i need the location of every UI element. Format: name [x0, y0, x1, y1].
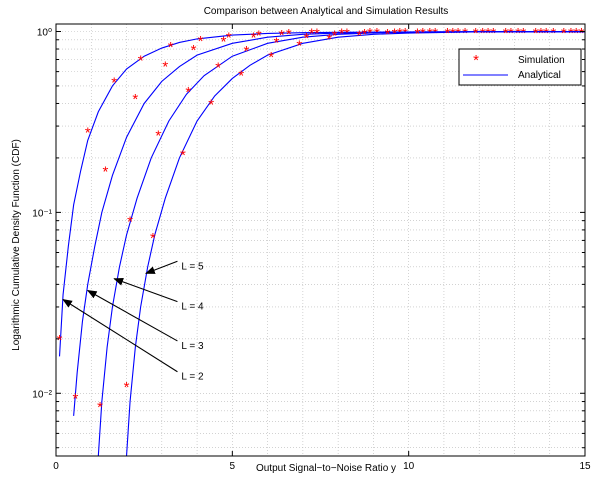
- legend: * Simulation Analytical: [458, 48, 582, 86]
- legend-simulation-label: Simulation: [518, 55, 565, 66]
- analytical-line-L3: [73, 31, 585, 416]
- simulation-point-L2: *: [256, 27, 262, 44]
- axis-ticks: 0 5 10 15 10⁻² 10⁻¹ 10⁰: [32, 24, 591, 472]
- y-tick-label: 10⁻¹: [32, 208, 52, 219]
- simulation-point-L5: *: [180, 147, 186, 164]
- simulation-point-L5: *: [503, 25, 509, 42]
- simulation-point-L2: *: [198, 33, 204, 50]
- simulation-point-L5: *: [561, 25, 567, 42]
- label-L3: L = 3: [181, 341, 204, 352]
- legend-box: [458, 48, 582, 86]
- series-layer: ***** * * * * * * * * * * * * * ****** * * * * * * * * * * * * ****…: [57, 25, 585, 456]
- simulation-point-L5: *: [150, 230, 156, 247]
- simulation-point-L3: *: [72, 390, 78, 407]
- x-tick-label: 0: [53, 461, 59, 472]
- simulation-point-L4: *: [155, 127, 161, 144]
- simulation-point-L3: *: [543, 25, 549, 42]
- y-tick-label: 10⁰: [37, 27, 52, 38]
- simulation-point-L4: *: [127, 214, 133, 231]
- simulation-point-L3: *: [132, 91, 138, 108]
- simulation-point-L5: *: [533, 25, 539, 42]
- simulation-point-L2: *: [490, 25, 496, 42]
- annotations: L = 2 L = 3 L = 4 L = 5: [62, 260, 204, 383]
- legend-simulation-marker: *: [473, 52, 479, 69]
- x-axis-label: Output Signal−to−Noise Ratio y: [256, 463, 396, 474]
- simulation-point-L5: *: [238, 67, 244, 84]
- y-tick-label: 10⁻²: [32, 389, 52, 400]
- simulation-point-L3: *: [279, 27, 285, 44]
- simulation-point-L2: *: [111, 74, 117, 91]
- simulation-point-L5: *: [356, 28, 362, 45]
- arrow-L5: [145, 260, 178, 274]
- simulation-point-L4: *: [538, 25, 544, 42]
- simulation-point-L2: *: [226, 29, 232, 46]
- simulation-point-L2: *: [579, 25, 585, 42]
- simulation-point-L5: *: [296, 37, 302, 54]
- simulation-point-L5: *: [268, 49, 274, 66]
- simulation-point-L4: *: [568, 25, 574, 42]
- simulation-point-L3: *: [427, 25, 433, 42]
- simulation-point-L3: *: [485, 25, 491, 42]
- y-axis-label: Logarithmic Cumulative Density Function …: [11, 139, 22, 351]
- simulation-point-L4: *: [215, 60, 221, 77]
- simulation-point-L3: *: [573, 25, 579, 42]
- analytical-line-L4: [97, 31, 585, 456]
- x-tick-label: 15: [579, 461, 591, 472]
- simulation-point-L4: *: [303, 30, 309, 47]
- label-L2: L = 2: [181, 372, 204, 383]
- label-L4: L = 4: [181, 302, 204, 313]
- simulation-point-L3: *: [162, 58, 168, 75]
- simulation-point-L3: *: [309, 26, 315, 43]
- simulation-point-L4: *: [273, 35, 279, 52]
- arrow-L2: [62, 298, 178, 373]
- simulation-point-L2: *: [520, 25, 526, 42]
- simulation-point-L2: *: [550, 25, 556, 42]
- arrow-L4: [113, 278, 178, 303]
- simulation-point-L4: *: [185, 84, 191, 101]
- arrow-L3: [86, 290, 178, 342]
- simulation-point-L4: *: [480, 25, 486, 42]
- simulation-point-L3: *: [221, 34, 227, 51]
- simulation-point-L3: *: [191, 42, 197, 59]
- simulation-point-L5: *: [124, 379, 130, 396]
- simulation-point-L2: *: [432, 25, 438, 42]
- simulation-point-L5: *: [326, 31, 332, 48]
- simulation-point-L4: *: [97, 399, 103, 416]
- x-tick-label: 5: [230, 461, 236, 472]
- simulation-point-L2: *: [462, 25, 468, 42]
- simulation-point-L2: *: [168, 39, 174, 56]
- analytical-line-L2: [58, 31, 585, 357]
- simulation-point-L5: *: [415, 25, 421, 42]
- analytical-line-L5: [125, 31, 585, 456]
- label-L5: L = 5: [181, 261, 204, 272]
- chart-title: Comparison between Analytical and Simula…: [204, 6, 449, 17]
- simulation-point-L3: *: [515, 25, 521, 42]
- legend-analytical-label: Analytical: [518, 70, 561, 81]
- simulation-point-L4: *: [450, 25, 456, 42]
- simulation-point-L2: *: [286, 26, 292, 43]
- simulation-point-L5: *: [208, 96, 214, 113]
- simulation-point-L3: *: [102, 164, 108, 181]
- plot-area: [56, 24, 585, 456]
- simulation-point-L5: *: [445, 25, 451, 42]
- simulation-point-L2: *: [138, 53, 144, 70]
- simulation-point-L4: *: [332, 27, 338, 44]
- simulation-point-L2: *: [57, 332, 63, 349]
- x-tick-label: 10: [403, 461, 415, 472]
- simulation-point-L4: *: [508, 25, 514, 42]
- simulation-point-L4: *: [244, 43, 250, 60]
- simulation-point-L2: *: [85, 124, 91, 141]
- simulation-point-L3: *: [251, 29, 257, 46]
- simulation-point-L5: *: [473, 25, 479, 42]
- simulation-point-L3: *: [455, 25, 461, 42]
- simulation-point-L5: *: [385, 26, 391, 43]
